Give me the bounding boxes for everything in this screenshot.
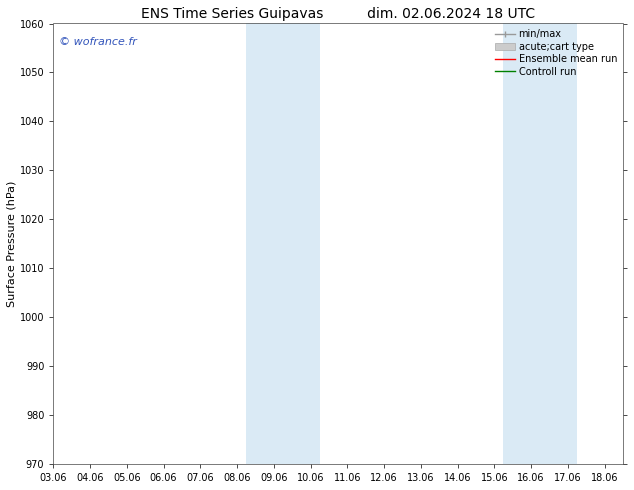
Bar — [246, 24, 320, 464]
Text: © wofrance.fr: © wofrance.fr — [59, 37, 137, 47]
Title: ENS Time Series Guipavas          dim. 02.06.2024 18 UTC: ENS Time Series Guipavas dim. 02.06.2024… — [141, 7, 535, 21]
Bar — [503, 24, 577, 464]
Y-axis label: Surface Pressure (hPa): Surface Pressure (hPa) — [7, 181, 17, 307]
Legend: min/max, acute;cart type, Ensemble mean run, Controll run: min/max, acute;cart type, Ensemble mean … — [491, 25, 621, 80]
